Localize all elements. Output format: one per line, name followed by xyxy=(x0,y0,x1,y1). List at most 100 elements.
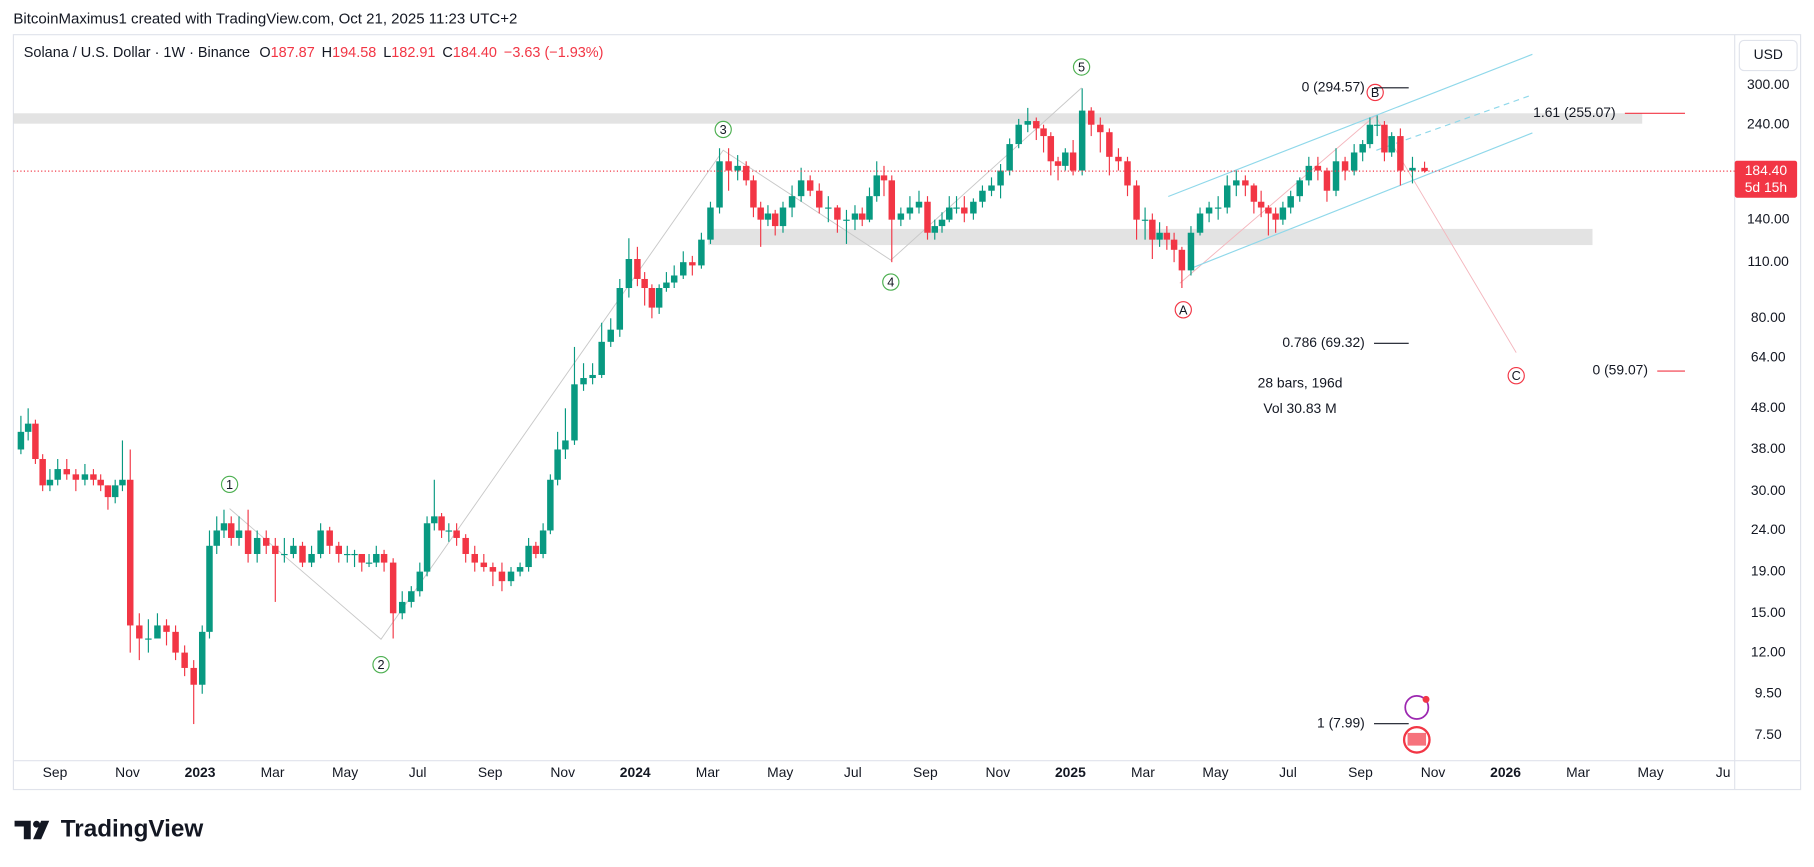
event-icon[interactable] xyxy=(1404,695,1430,720)
candle-body xyxy=(213,530,220,546)
x-tick-label: 2026 xyxy=(1490,764,1521,780)
x-tick-label: Ju xyxy=(1716,764,1731,780)
candles xyxy=(17,88,1428,725)
y-tick-label: 80.00 xyxy=(1751,309,1786,325)
candle-body xyxy=(750,180,757,208)
fib-label: 1 (7.99) xyxy=(1317,714,1365,730)
candle-body xyxy=(571,384,578,441)
candle-body xyxy=(1272,213,1279,220)
x-tick-label: Mar xyxy=(1566,764,1590,780)
candle-body xyxy=(1350,152,1358,171)
candle-body xyxy=(358,553,366,563)
candle-body xyxy=(1178,249,1186,271)
candle-body xyxy=(1156,232,1163,240)
candle-body xyxy=(1314,165,1322,171)
ohlc-key: L xyxy=(383,45,391,61)
candle-body xyxy=(326,530,333,546)
candle-body xyxy=(616,288,624,330)
extension-label: 1.61 (255.07) xyxy=(1533,104,1615,120)
wave-labels: 1 2 3 4 5 A B C xyxy=(220,58,1525,674)
candle-body xyxy=(72,474,80,480)
candle-body xyxy=(408,591,415,602)
candle-body xyxy=(119,479,126,486)
candle-body xyxy=(532,545,540,554)
candle-body xyxy=(1409,167,1416,171)
candle-body xyxy=(1078,110,1086,171)
candle-body xyxy=(1341,161,1349,171)
candle-body xyxy=(235,530,243,538)
candle-body xyxy=(1397,136,1404,171)
candle-body xyxy=(423,523,431,572)
candle-body xyxy=(1015,124,1022,145)
currency-button[interactable] xyxy=(1738,39,1798,72)
x-tick-label: Sep xyxy=(913,764,938,780)
wave-circle xyxy=(220,475,239,494)
candle-body xyxy=(63,469,71,475)
candle-body xyxy=(764,213,772,220)
candle-body xyxy=(625,259,633,289)
candle-body xyxy=(851,213,859,220)
candle-body xyxy=(843,219,850,221)
candle-body xyxy=(17,431,25,450)
y-tick-label: 64.00 xyxy=(1751,348,1786,364)
range-info: Vol 30.83 M xyxy=(1263,400,1336,416)
currency[interactable]: USD xyxy=(1754,46,1783,62)
candle-body xyxy=(580,378,587,385)
wave-circle xyxy=(882,273,900,291)
y-tick-label: 300.00 xyxy=(1747,76,1790,92)
candle-body xyxy=(1332,161,1340,191)
candle-body xyxy=(308,553,315,563)
candle-body xyxy=(946,207,953,220)
candle-body xyxy=(1047,136,1055,162)
candle-body xyxy=(1149,219,1156,240)
candle-body xyxy=(317,530,324,554)
ohlc-value: 182.91 xyxy=(391,45,435,61)
candle-body xyxy=(1062,152,1069,166)
candle-body xyxy=(1205,207,1213,214)
candle-body xyxy=(924,201,931,233)
candle-body xyxy=(398,601,406,614)
candle-body xyxy=(1040,128,1047,137)
x-tick-label: May xyxy=(332,764,358,780)
symbol: Solana / U.S. Dollar · 1W · Binance xyxy=(24,45,250,61)
candle-body xyxy=(716,161,723,208)
y-tick-label: 19.00 xyxy=(1751,562,1786,578)
candle-body xyxy=(227,523,235,538)
candle-body xyxy=(190,667,197,685)
event-dot xyxy=(1422,695,1430,703)
x-tick-label: May xyxy=(1202,764,1228,780)
candle-body xyxy=(290,545,297,554)
candle-body xyxy=(734,165,741,171)
candle-body xyxy=(873,175,880,197)
candle-body xyxy=(641,278,648,289)
fib-label: 0.786 (69.32) xyxy=(1282,334,1364,350)
x-tick-label: Sep xyxy=(478,764,503,780)
candle-body xyxy=(1223,185,1231,208)
candle-body xyxy=(127,479,134,626)
candle-body xyxy=(24,423,32,432)
candle-body xyxy=(1087,110,1095,125)
candle-body xyxy=(825,207,832,209)
wave-circle xyxy=(1072,58,1091,76)
wave-circle xyxy=(1507,367,1525,385)
wave-label: 2 xyxy=(377,657,384,672)
channel-mid xyxy=(1376,94,1533,151)
x-tick-label: Mar xyxy=(1131,764,1155,780)
wave-label: C xyxy=(1512,368,1521,383)
candle-body xyxy=(1106,132,1113,157)
candle-body xyxy=(858,213,866,220)
candle-body xyxy=(453,530,460,538)
wave-label: A xyxy=(1179,302,1188,317)
wave-label: 5 xyxy=(1078,60,1085,75)
candle-body xyxy=(1257,201,1265,208)
candle-body xyxy=(961,207,968,214)
wave-label: 4 xyxy=(887,275,894,290)
ohlc-value: 194.58 xyxy=(332,45,376,61)
channel-lower xyxy=(1191,132,1533,269)
candle-body xyxy=(1069,152,1077,171)
candle-body xyxy=(445,530,453,532)
candle-body xyxy=(1141,219,1149,221)
y-tick-label: 110.00 xyxy=(1748,253,1790,269)
candle-body xyxy=(1366,124,1374,145)
